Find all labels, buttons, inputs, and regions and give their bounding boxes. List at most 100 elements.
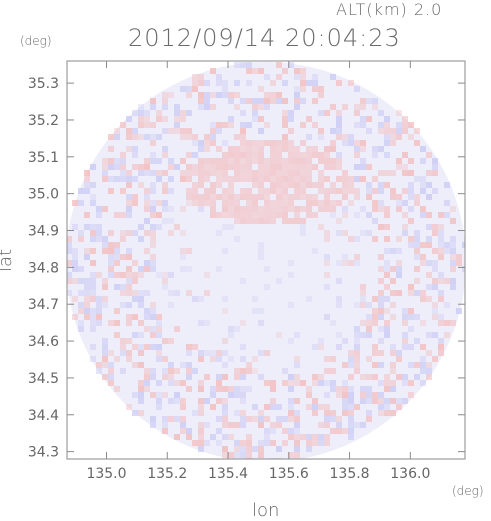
radar-cell: [414, 314, 420, 320]
radar-cell: [294, 332, 300, 338]
radar-cell: [162, 182, 168, 188]
radar-cell: [270, 164, 276, 170]
radar-cell: [198, 422, 204, 428]
radar-cell: [96, 206, 102, 212]
radar-cell: [204, 170, 210, 176]
radar-cell: [408, 158, 414, 164]
radar-cell: [402, 116, 408, 122]
radar-cell: [246, 122, 252, 128]
radar-cell: [192, 368, 198, 374]
radar-cell: [192, 152, 198, 158]
radar-cell: [240, 206, 246, 212]
radar-cell: [408, 344, 414, 350]
radar-cell: [348, 188, 354, 194]
radar-cell: [384, 260, 390, 266]
radar-cell: [96, 362, 102, 368]
radar-cell: [216, 194, 222, 200]
radar-cell: [222, 224, 228, 230]
radar-cell: [348, 410, 354, 416]
radar-cell: [258, 416, 264, 422]
radar-cell: [348, 404, 354, 410]
radar-cell: [198, 170, 204, 176]
radar-cell: [228, 434, 234, 440]
radar-cell: [342, 104, 348, 110]
radar-cell: [312, 86, 318, 92]
radar-cell: [252, 182, 258, 188]
radar-cell: [246, 98, 252, 104]
radar-cell: [108, 230, 114, 236]
radar-cell: [186, 290, 192, 296]
radar-cell: [384, 212, 390, 218]
radar-cell: [222, 194, 228, 200]
radar-cell: [234, 326, 240, 332]
radar-cell: [204, 272, 210, 278]
radar-cell: [300, 182, 306, 188]
radar-cell: [348, 182, 354, 188]
radar-cell: [162, 152, 168, 158]
radar-cell: [438, 236, 444, 242]
radar-cell: [294, 362, 300, 368]
radar-cell: [288, 164, 294, 170]
radar-cell: [198, 74, 204, 80]
radar-cell: [216, 170, 222, 176]
radar-cell: [84, 182, 90, 188]
radar-cell: [438, 272, 444, 278]
radar-cell: [198, 80, 204, 86]
radar-cell: [264, 218, 270, 224]
radar-cell: [162, 128, 168, 134]
radar-cell: [180, 158, 186, 164]
radar-cell: [330, 182, 336, 188]
radar-cell: [246, 200, 252, 206]
radar-cell: [366, 182, 372, 188]
radar-cell: [246, 446, 252, 452]
radar-cell: [240, 356, 246, 362]
radar-cell: [372, 104, 378, 110]
radar-cell: [198, 446, 204, 452]
radar-cell: [264, 158, 270, 164]
radar-cell: [246, 194, 252, 200]
radar-cell: [318, 170, 324, 176]
radar-cell: [294, 446, 300, 452]
radar-cell: [354, 146, 360, 152]
radar-cell: [144, 200, 150, 206]
radar-cell: [312, 404, 318, 410]
radar-cell: [294, 218, 300, 224]
radar-cell: [360, 116, 366, 122]
radar-cell: [354, 188, 360, 194]
radar-cell: [270, 428, 276, 434]
radar-cell: [258, 242, 264, 248]
radar-cell: [144, 110, 150, 116]
radar-cell: [156, 200, 162, 206]
radar-cell: [132, 134, 138, 140]
radar-cell: [390, 314, 396, 320]
y-axis: 34.3 34.4 34.5 34.6 34.7 34.8 34.9 35.0 35.1 35.2…: [28, 76, 465, 461]
radar-cell: [258, 452, 264, 458]
radar-cell: [108, 368, 114, 374]
radar-cell: [240, 122, 246, 128]
radar-cell: [162, 428, 168, 434]
radar-cell: [204, 440, 210, 446]
radar-cell: [270, 98, 276, 104]
radar-cell: [342, 176, 348, 182]
radar-cell: [384, 404, 390, 410]
radar-cell: [270, 92, 276, 98]
radar-cell: [84, 290, 90, 296]
radar-cell: [384, 134, 390, 140]
radar-cell: [150, 416, 156, 422]
altitude-label: ALT(km) 2.0: [336, 0, 443, 19]
radar-cell: [288, 398, 294, 404]
radar-cell: [114, 386, 120, 392]
radar-cell: [132, 176, 138, 182]
radar-cell: [162, 422, 168, 428]
radar-cell: [258, 218, 264, 224]
radar-cell: [288, 110, 294, 116]
radar-cell: [450, 206, 456, 212]
radar-cell: [222, 122, 228, 128]
radar-cell: [228, 152, 234, 158]
radar-cell: [108, 188, 114, 194]
radar-cell: [156, 272, 162, 278]
radar-cell: [396, 236, 402, 242]
radar-cell: [426, 260, 432, 266]
radar-cell: [294, 92, 300, 98]
radar-cell: [162, 116, 168, 122]
